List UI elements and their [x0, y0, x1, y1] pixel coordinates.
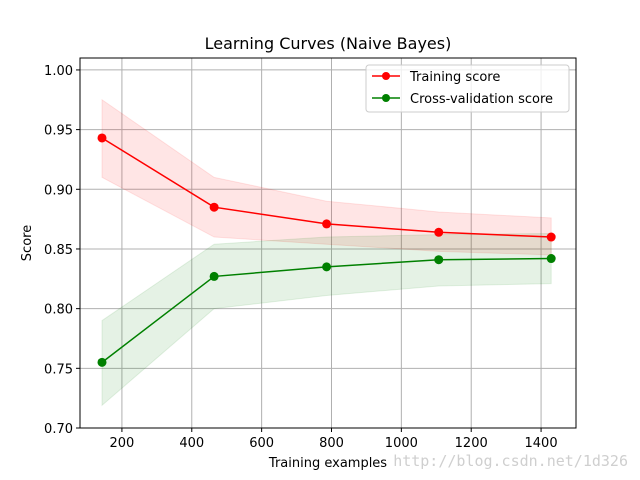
x-tick-label: 200	[110, 436, 135, 451]
legend-box	[365, 64, 570, 113]
cross-validation-score-point	[209, 271, 219, 281]
cross-validation-score-point	[434, 255, 444, 265]
y-tick-label: 0.75	[44, 362, 73, 377]
x-tick-label: 600	[249, 436, 274, 451]
legend-label-training: Training score	[409, 70, 500, 85]
cross-validation-score-point	[546, 254, 556, 264]
y-tick-label: 0.85	[44, 243, 73, 258]
legend: Training score Cross-validation score	[365, 64, 570, 113]
cross-validation-score-point	[322, 262, 332, 272]
training-score-point	[546, 232, 556, 242]
x-tick-label: 1400	[525, 436, 558, 451]
legend-marker-training	[382, 72, 390, 80]
y-axis-label: Score	[20, 225, 35, 261]
chart-title: Learning Curves (Naive Bayes)	[205, 34, 452, 53]
x-tick-label: 1200	[455, 436, 488, 451]
y-tick-label: 0.95	[44, 124, 73, 139]
series-markers	[97, 133, 556, 367]
y-axis: 0.70 0.75 0.80 0.85 0.90 0.95 1.00	[44, 64, 80, 437]
x-tick-label: 800	[319, 436, 344, 451]
y-tick-label: 1.00	[44, 64, 73, 79]
x-axis-label: Training examples	[268, 456, 387, 471]
training-score-point	[209, 202, 219, 212]
x-tick-label: 400	[179, 436, 204, 451]
x-axis: 200 400 600 800 1000 1200 1400	[110, 428, 558, 451]
legend-marker-cross-validation	[382, 94, 390, 102]
training-score-point	[322, 219, 332, 229]
training-score-point	[434, 227, 444, 237]
y-tick-label: 0.80	[44, 303, 73, 318]
plot-area	[79, 57, 577, 429]
y-tick-label: 0.70	[44, 422, 73, 437]
cross-validation-score-point	[97, 357, 107, 367]
training-score-point	[97, 133, 107, 143]
x-tick-label: 1000	[385, 436, 418, 451]
plot-frame	[79, 57, 577, 429]
watermark-text: http://blog.csdn.net/1d326	[393, 452, 628, 470]
legend-label-cross-validation: Cross-validation score	[410, 92, 553, 107]
y-tick-label: 0.90	[44, 183, 73, 198]
